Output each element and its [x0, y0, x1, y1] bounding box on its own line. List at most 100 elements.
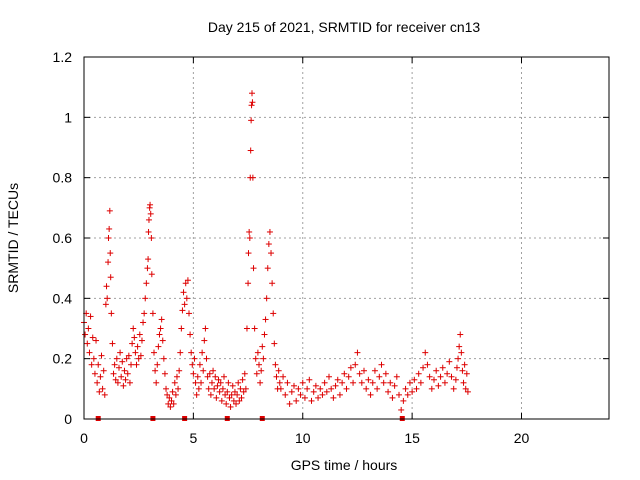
data-points	[81, 90, 471, 413]
data-point	[102, 301, 109, 308]
data-point	[131, 334, 138, 341]
data-point	[411, 376, 418, 383]
data-point	[374, 385, 381, 392]
data-point	[439, 364, 446, 371]
data-point	[230, 397, 237, 404]
data-point	[387, 379, 394, 386]
data-point	[286, 400, 293, 407]
data-point	[245, 280, 252, 287]
data-point	[277, 385, 284, 392]
data-point	[398, 406, 405, 413]
data-point	[184, 277, 191, 284]
data-point	[456, 343, 463, 350]
data-point	[122, 376, 129, 383]
data-point	[433, 367, 440, 374]
data-point	[155, 343, 162, 350]
data-point	[259, 343, 266, 350]
data-point	[241, 370, 248, 377]
data-point	[142, 295, 149, 302]
data-point	[134, 343, 141, 350]
data-point	[187, 331, 194, 338]
data-point	[88, 361, 95, 368]
data-point	[130, 325, 137, 332]
data-point	[352, 361, 359, 368]
data-point	[339, 379, 346, 386]
data-point	[252, 355, 259, 362]
data-point	[178, 325, 185, 332]
data-point	[404, 391, 411, 398]
data-point	[228, 391, 235, 398]
x-tick-label: 20	[514, 430, 530, 446]
data-point	[229, 382, 236, 389]
data-point	[145, 256, 152, 263]
data-point	[194, 373, 201, 380]
data-point	[104, 295, 111, 302]
data-point	[169, 388, 176, 395]
x-axis-label: GPS time / hours	[291, 457, 398, 473]
y-axis-label: SRMTID / TECUs	[5, 183, 21, 293]
data-point	[156, 331, 163, 338]
data-point	[145, 228, 152, 235]
data-point	[240, 388, 247, 395]
data-point	[148, 235, 155, 241]
data-point	[203, 355, 210, 362]
data-point	[297, 391, 304, 398]
data-point	[306, 376, 313, 383]
data-point	[113, 355, 120, 362]
x-tick-label: 15	[404, 430, 420, 446]
data-point	[180, 289, 187, 296]
data-point	[204, 373, 211, 380]
data-point	[189, 361, 196, 368]
data-point	[116, 364, 122, 371]
data-point	[215, 376, 222, 383]
data-point	[227, 403, 234, 410]
data-point	[248, 102, 255, 109]
y-tick-labels: 0 0.2 0.4 0.6 0.8 1 1.2	[53, 49, 73, 427]
data-point	[214, 382, 221, 389]
chart-title: Day 215 of 2021, SRMTID for receiver cn1…	[208, 19, 481, 35]
data-point	[223, 400, 230, 407]
data-point	[321, 379, 328, 386]
data-point	[291, 382, 297, 389]
data-point	[391, 382, 398, 389]
data-point	[237, 385, 244, 392]
data-point	[258, 367, 265, 374]
y-tick-label: 0.8	[53, 170, 73, 186]
data-point	[133, 361, 140, 368]
data-point	[460, 379, 467, 386]
data-point	[239, 376, 246, 383]
data-point	[121, 367, 128, 374]
data-point	[284, 379, 291, 386]
data-point	[249, 90, 255, 97]
data-point	[128, 361, 135, 368]
data-point	[238, 394, 245, 401]
data-point	[100, 367, 107, 374]
x-tick-label: 0	[80, 430, 88, 446]
data-point	[406, 379, 413, 386]
data-point	[157, 325, 164, 332]
data-point	[222, 391, 229, 398]
data-point	[147, 210, 154, 217]
x-tick-label: 10	[295, 430, 311, 446]
data-point	[82, 331, 89, 338]
data-point	[140, 319, 147, 326]
data-point	[271, 340, 278, 347]
data-point	[345, 373, 352, 380]
data-point	[246, 228, 253, 235]
data-point	[393, 373, 400, 380]
data-point	[417, 379, 424, 386]
data-point	[148, 271, 155, 278]
data-point	[235, 379, 242, 386]
data-point	[358, 379, 365, 386]
data-point	[231, 388, 238, 395]
data-point	[323, 388, 330, 395]
data-point	[86, 349, 93, 356]
data-point	[441, 379, 448, 386]
data-point	[350, 379, 357, 386]
data-point	[463, 370, 470, 377]
data-point	[248, 117, 255, 124]
data-point	[192, 379, 199, 386]
data-point	[249, 99, 256, 106]
data-point	[103, 283, 110, 290]
data-point	[179, 307, 186, 314]
